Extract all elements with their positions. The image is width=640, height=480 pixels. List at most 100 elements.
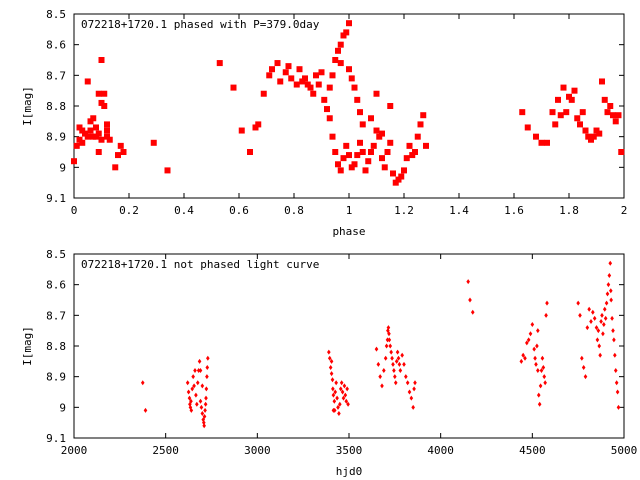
- phased-data-point: [255, 121, 262, 128]
- phased-data-point: [563, 109, 570, 116]
- phased-data-point: [73, 142, 80, 149]
- phased-x-tick-label: 1.2: [394, 204, 414, 217]
- unphased-data-point: [384, 343, 389, 349]
- unphased-data-point: [346, 401, 350, 407]
- unphased-data-point: [389, 349, 393, 355]
- phased-data-point: [557, 112, 564, 119]
- unphased-data-point: [327, 355, 332, 361]
- phased-data-point: [381, 164, 388, 171]
- unphased-plot-frame: [73, 253, 625, 439]
- phased-data-point: [560, 84, 567, 91]
- unphased-data-point: [413, 380, 417, 386]
- phased-data-point: [84, 78, 91, 85]
- unphased-light-curve-panel: 2000 2500 3000 3500 4000 4500 5000 8.58.68.78.…: [21, 248, 637, 478]
- unphased-data-point: [378, 374, 382, 380]
- unphased-data-point: [533, 355, 537, 361]
- phased-data-point: [101, 90, 108, 97]
- phased-chart-title: 072218+1720.1 phased with P=379.0day: [81, 18, 320, 31]
- unphased-data-point: [395, 349, 400, 355]
- phased-data-point: [519, 109, 526, 116]
- phased-data-point: [588, 136, 594, 143]
- unphased-data-point: [198, 398, 203, 404]
- phased-x-tick-label: 0.8: [284, 204, 304, 217]
- phased-data-point: [538, 139, 545, 146]
- unphased-data-point: [140, 380, 145, 386]
- unphased-x-tick-label: 3500: [336, 444, 363, 457]
- unphased-data-point: [596, 328, 601, 334]
- unphased-data-point: [393, 380, 398, 386]
- unphased-data-point: [196, 368, 201, 374]
- phased-data-point: [351, 84, 358, 91]
- phased-data-point: [401, 167, 407, 174]
- unphased-data-point: [526, 337, 531, 343]
- unphased-data-point: [581, 364, 586, 370]
- unphased-data-point: [608, 260, 613, 266]
- unphased-data-point: [609, 288, 613, 294]
- unphased-data-point: [195, 380, 200, 386]
- phased-data-point: [318, 69, 325, 76]
- phased-data-point: [104, 121, 110, 128]
- unphased-data-point: [594, 325, 599, 331]
- unphased-data-point: [615, 389, 620, 395]
- phased-data-point: [604, 109, 611, 116]
- unphased-data-point: [202, 423, 206, 429]
- phased-data-point: [98, 57, 105, 63]
- phased-data-point: [615, 112, 622, 119]
- unphased-data-point: [334, 380, 338, 386]
- unphased-data-point: [338, 386, 343, 392]
- phased-data-point: [376, 133, 383, 140]
- unphased-data-point: [382, 368, 386, 374]
- unphased-x-tick-label: 2500: [152, 444, 179, 457]
- phased-data-point: [390, 170, 396, 177]
- phased-data-point: [150, 139, 157, 146]
- unphased-data-point: [186, 389, 191, 395]
- phased-data-point: [285, 63, 292, 70]
- unphased-data-point: [400, 352, 404, 358]
- unphased-data-point: [578, 312, 582, 318]
- unphased-data-point: [613, 352, 617, 358]
- phased-x-axis-label: phase: [332, 225, 365, 238]
- unphased-data-point: [614, 380, 619, 386]
- unphased-data-point: [602, 322, 606, 328]
- unphased-data-point: [542, 374, 547, 380]
- phased-data-point: [610, 112, 616, 119]
- phased-axis-ticks: [73, 13, 625, 199]
- unphased-data-point: [580, 355, 584, 361]
- phased-data-point: [351, 161, 358, 168]
- phased-data-point: [277, 78, 284, 85]
- unphased-data-point: [538, 383, 543, 389]
- unphased-data-point: [335, 395, 339, 401]
- unphased-data-point: [398, 368, 403, 374]
- unphased-data-point: [409, 395, 414, 401]
- unphased-data-point: [470, 309, 475, 315]
- unphased-data-point: [544, 312, 548, 318]
- phased-data-point: [282, 69, 289, 76]
- phased-data-point: [164, 167, 171, 174]
- phased-data-point: [599, 78, 605, 85]
- phased-data-point: [95, 130, 102, 137]
- phased-data-point: [414, 133, 421, 140]
- phased-data-point: [423, 142, 429, 149]
- phased-data-point: [106, 136, 113, 143]
- unphased-data-point: [192, 383, 196, 389]
- unphased-data-point: [143, 407, 148, 413]
- phased-data-point: [71, 158, 77, 165]
- unphased-data-point: [189, 398, 193, 404]
- phased-data-point: [120, 149, 127, 155]
- phased-data-point: [82, 130, 88, 137]
- unphased-data-point: [187, 395, 192, 401]
- phased-y-tick-label: 9: [59, 161, 66, 174]
- unphased-data-point: [329, 358, 334, 364]
- phased-data-point: [585, 133, 592, 140]
- unphased-data-point: [191, 374, 195, 380]
- phased-y-tick-label: 8.9: [46, 131, 66, 144]
- unphased-data-point: [539, 368, 544, 374]
- phased-data-point: [417, 121, 424, 128]
- phased-data-point: [98, 99, 105, 106]
- phased-y-tick-labels: 8.5 8.6 8.7 8.8 8.9 9 9.1: [46, 8, 66, 205]
- unphased-data-point: [331, 407, 336, 413]
- phased-data-point: [104, 127, 110, 134]
- phased-data-point: [544, 139, 550, 146]
- phased-x-tick-label: 2: [621, 204, 628, 217]
- phased-data-point: [95, 90, 102, 97]
